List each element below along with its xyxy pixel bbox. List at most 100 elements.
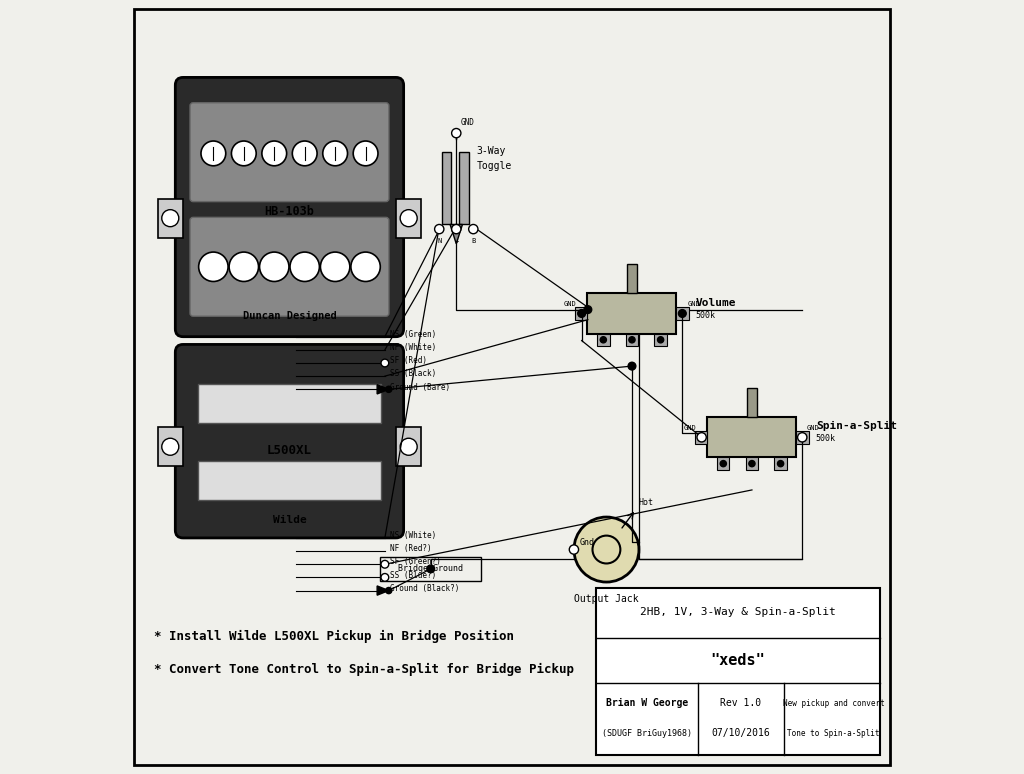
- Bar: [597, 334, 609, 346]
- Bar: [198, 461, 381, 500]
- Circle shape: [427, 565, 434, 573]
- Text: Bridge Ground: Bridge Ground: [398, 564, 463, 574]
- Bar: [596, 588, 881, 755]
- Bar: [745, 457, 758, 470]
- Circle shape: [400, 438, 417, 455]
- Circle shape: [593, 536, 621, 563]
- Text: GND: GND: [807, 425, 820, 431]
- Circle shape: [452, 128, 461, 138]
- Text: Duncan Designed: Duncan Designed: [243, 310, 336, 320]
- Text: HB-103b: HB-103b: [264, 205, 314, 218]
- Circle shape: [199, 252, 228, 282]
- Text: B: B: [471, 238, 475, 245]
- Bar: [459, 152, 469, 224]
- Bar: [396, 199, 422, 238]
- Bar: [588, 293, 677, 334]
- Circle shape: [229, 252, 258, 282]
- Text: GND: GND: [684, 425, 696, 431]
- Text: NF (Red?): NF (Red?): [390, 544, 432, 553]
- Text: N: N: [437, 238, 441, 245]
- Bar: [396, 427, 422, 466]
- Bar: [627, 264, 637, 293]
- Text: SF (Green?): SF (Green?): [390, 557, 441, 567]
- Bar: [746, 388, 758, 417]
- Circle shape: [162, 438, 179, 455]
- Polygon shape: [377, 586, 389, 595]
- Text: * Convert Tone Control to Spin-a-Split for Bridge Pickup: * Convert Tone Control to Spin-a-Split f…: [155, 663, 574, 676]
- Text: Volume: Volume: [696, 298, 736, 307]
- Bar: [677, 307, 689, 320]
- Circle shape: [573, 517, 639, 582]
- Bar: [575, 307, 588, 320]
- Circle shape: [679, 310, 686, 317]
- Polygon shape: [451, 224, 463, 244]
- Text: Tone to Spin-a-Split: Tone to Spin-a-Split: [787, 728, 880, 738]
- Text: * Install Wilde L500XL Pickup in Bridge Position: * Install Wilde L500XL Pickup in Bridge …: [155, 630, 514, 642]
- Circle shape: [381, 359, 389, 367]
- FancyBboxPatch shape: [190, 103, 389, 201]
- Circle shape: [400, 210, 417, 227]
- Circle shape: [777, 461, 783, 467]
- Circle shape: [381, 574, 389, 581]
- Circle shape: [720, 461, 726, 467]
- Circle shape: [290, 252, 319, 282]
- FancyBboxPatch shape: [175, 77, 403, 337]
- Circle shape: [698, 434, 705, 440]
- Circle shape: [323, 141, 347, 166]
- Circle shape: [353, 141, 378, 166]
- Text: Hot: Hot: [639, 498, 654, 507]
- Bar: [695, 431, 708, 444]
- Circle shape: [201, 141, 225, 166]
- Text: GND: GND: [564, 301, 577, 307]
- Circle shape: [262, 141, 287, 166]
- Text: NS (White): NS (White): [390, 531, 436, 540]
- Circle shape: [578, 310, 586, 317]
- Text: Wilde: Wilde: [272, 515, 306, 526]
- Circle shape: [231, 141, 256, 166]
- Bar: [158, 199, 183, 238]
- Circle shape: [579, 310, 585, 317]
- Circle shape: [469, 224, 478, 234]
- Polygon shape: [377, 385, 389, 394]
- Bar: [158, 427, 183, 466]
- Text: SS (Black): SS (Black): [390, 369, 436, 378]
- Text: 2HB, 1V, 3-Way & Spin-a-Split: 2HB, 1V, 3-Way & Spin-a-Split: [640, 607, 836, 617]
- Text: Ground (Bare): Ground (Bare): [390, 382, 451, 392]
- Circle shape: [569, 545, 579, 554]
- Circle shape: [162, 210, 179, 227]
- Circle shape: [434, 224, 443, 234]
- Text: SS (Blue?): SS (Blue?): [390, 570, 436, 580]
- Circle shape: [321, 252, 350, 282]
- Bar: [441, 152, 452, 224]
- Text: 3-Way: 3-Way: [476, 146, 506, 156]
- Bar: [797, 431, 809, 444]
- Text: "xeds": "xeds": [711, 653, 765, 668]
- Text: 500k: 500k: [816, 434, 836, 444]
- Text: 07/10/2016: 07/10/2016: [712, 728, 770, 738]
- Bar: [198, 384, 381, 423]
- FancyBboxPatch shape: [175, 344, 403, 538]
- Circle shape: [452, 224, 461, 234]
- Bar: [708, 417, 797, 457]
- Text: Output Jack: Output Jack: [574, 594, 639, 604]
- Text: L500XL: L500XL: [267, 444, 312, 457]
- Circle shape: [584, 306, 592, 313]
- Text: SF (Red): SF (Red): [390, 356, 427, 365]
- Circle shape: [386, 587, 392, 594]
- Text: GND: GND: [460, 118, 474, 127]
- Text: New pickup and convert: New pickup and convert: [782, 699, 885, 707]
- FancyBboxPatch shape: [190, 217, 389, 317]
- Bar: [774, 457, 786, 470]
- Bar: [381, 557, 481, 581]
- Text: GND: GND: [687, 301, 699, 307]
- Text: Ground (Black?): Ground (Black?): [390, 584, 460, 593]
- Circle shape: [628, 362, 636, 370]
- Circle shape: [259, 252, 289, 282]
- Circle shape: [600, 337, 606, 343]
- Circle shape: [697, 433, 707, 442]
- Text: (SDUGF BriGuy1968): (SDUGF BriGuy1968): [602, 728, 692, 738]
- Text: NS (Green): NS (Green): [390, 330, 436, 339]
- Circle shape: [798, 433, 807, 442]
- Bar: [717, 457, 729, 470]
- Circle shape: [629, 337, 635, 343]
